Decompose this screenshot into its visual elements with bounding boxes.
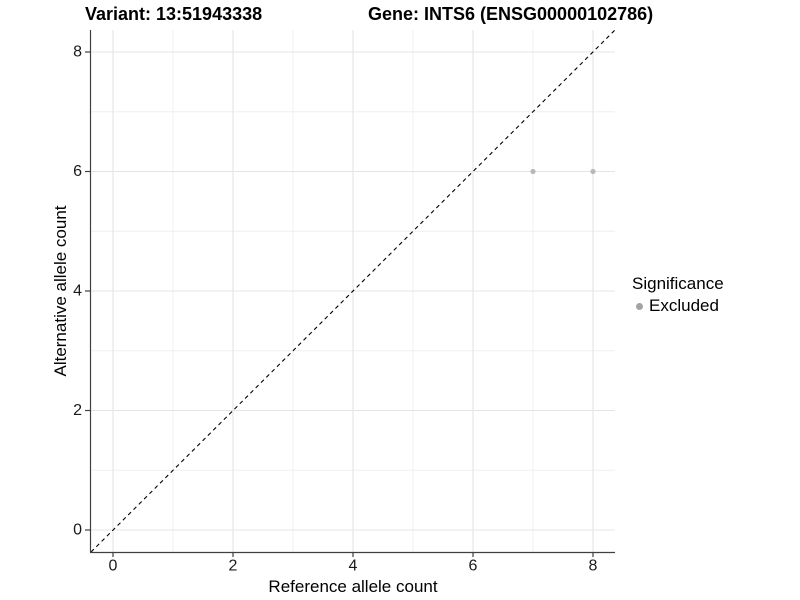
legend-item-excluded: Excluded xyxy=(632,296,724,316)
data-point xyxy=(530,168,536,175)
x-axis-title: Reference allele count xyxy=(268,577,438,596)
x-tick-label: 2 xyxy=(229,557,238,574)
y-tick-label: 8 xyxy=(73,44,82,61)
gene-title: Gene: INTS6 (ENSG00000102786) xyxy=(368,4,654,24)
legend-item-label: Excluded xyxy=(649,296,719,315)
identity-line xyxy=(90,29,616,553)
legend-title: Significance xyxy=(632,274,724,293)
legend: Significance Excluded xyxy=(632,274,724,316)
x-tick-label: 4 xyxy=(349,557,358,574)
x-tick-label: 0 xyxy=(109,557,118,574)
x-tick-label: 8 xyxy=(589,557,598,574)
y-tick-label: 2 xyxy=(73,402,82,419)
y-tick-label: 6 xyxy=(73,163,82,180)
data-point xyxy=(590,168,596,175)
excluded-point-swatch-icon xyxy=(636,302,643,310)
y-tick-label: 4 xyxy=(73,283,82,300)
y-tick-label: 0 xyxy=(73,522,82,539)
variant-title: Variant: 13:51943338 xyxy=(85,4,263,24)
y-axis-title: Alternative allele count xyxy=(51,205,70,377)
x-tick-label: 6 xyxy=(469,557,478,574)
